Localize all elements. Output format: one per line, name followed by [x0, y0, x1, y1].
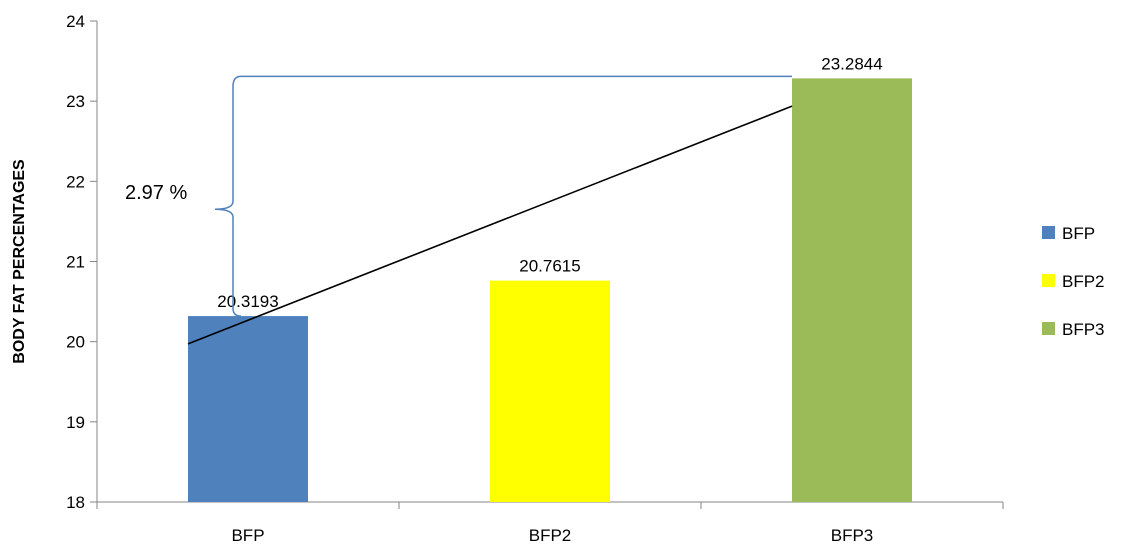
legend: BFP BFP2 BFP3 [1042, 224, 1105, 339]
legend-label: BFP2 [1062, 272, 1105, 291]
legend-label: BFP [1062, 224, 1095, 243]
brace-path [215, 76, 250, 316]
y-axis-label: BODY FAT PERCENTAGES [11, 159, 28, 364]
x-tick-label: BFP3 [831, 526, 874, 545]
data-label: 20.3193 [217, 292, 278, 311]
brace-annotation [215, 76, 792, 316]
y-ticks: 18 19 20 21 22 23 24 [66, 12, 97, 512]
y-tick-label: 23 [66, 92, 85, 111]
bar-bfp2 [490, 281, 610, 502]
x-ticks: BFP BFP2 BFP3 [231, 526, 873, 545]
data-label: 23.2844 [821, 54, 882, 73]
x-tick-label: BFP2 [529, 526, 572, 545]
legend-label: BFP3 [1062, 320, 1105, 339]
data-label: 20.7615 [519, 257, 580, 276]
legend-swatch [1042, 226, 1055, 239]
y-tick-label: 18 [66, 493, 85, 512]
bars [188, 78, 912, 502]
y-tick-label: 20 [66, 333, 85, 352]
bar-bfp3 [792, 78, 912, 502]
y-tick-label: 19 [66, 413, 85, 432]
y-tick-label: 22 [66, 172, 85, 191]
annotation-label: 2.97 % [125, 182, 187, 204]
bar-bfp [188, 316, 308, 502]
y-tick-label: 21 [66, 253, 85, 272]
legend-swatch [1042, 322, 1055, 335]
data-labels: 20.3193 20.7615 23.2844 [217, 54, 882, 311]
x-tick-label: BFP [231, 526, 264, 545]
y-tick-label: 24 [66, 12, 85, 31]
legend-swatch [1042, 274, 1055, 287]
